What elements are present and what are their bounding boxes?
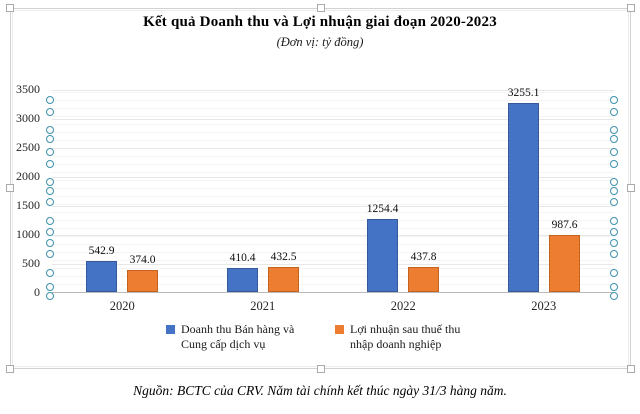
legend-swatch-revenue-icon (166, 325, 175, 334)
bar-revenue-2022[interactable] (367, 219, 398, 292)
bar-revenue-2021[interactable] (227, 268, 258, 292)
bar-value-label: 1254.4 (366, 203, 399, 215)
legend-label-profit: Lợi nhuận sau thuế thu nhập doanh nghiệp (350, 322, 461, 351)
circle-icon (46, 292, 54, 300)
bar-value-label: 987.6 (551, 219, 578, 231)
selection-handle[interactable] (317, 4, 325, 12)
legend-label-revenue: Doanh thu Bán hàng và Cung cấp dịch vụ (181, 322, 295, 351)
bar-profit-2023[interactable] (549, 235, 580, 292)
chart-subtitle: (Đơn vị: tỷ đồng) (276, 35, 364, 49)
bar-profit-2020[interactable] (127, 270, 158, 292)
plot-area: 542.9 374.0 2020 410.4 432.5 2021 1254.4 437.8 2… (52, 87, 614, 313)
circle-icon (610, 198, 618, 206)
circle-icon (46, 160, 54, 168)
y-tick-label: 2000 (16, 169, 40, 183)
grid-line (52, 235, 614, 236)
y-tick-label: 3500 (16, 82, 40, 96)
circle-icon (46, 283, 54, 291)
selection-handle[interactable] (627, 365, 635, 373)
legend-item-profit[interactable]: Lợi nhuận sau thuế thu nhập doanh nghiệp (335, 322, 474, 351)
circle-icon (610, 217, 618, 225)
legend-item-revenue[interactable]: Doanh thu Bán hàng và Cung cấp dịch vụ (166, 322, 305, 351)
circle-icon (610, 283, 618, 291)
circle-icon (610, 148, 618, 156)
circle-icon (610, 239, 618, 247)
x-tick-label: 2023 (531, 299, 557, 313)
bar-value-label: 432.5 (270, 251, 297, 263)
circle-icon (46, 228, 54, 236)
grid-line (52, 264, 614, 265)
circle-icon (46, 198, 54, 206)
y-tick-label: 1000 (16, 227, 40, 241)
circle-icon (610, 228, 618, 236)
circle-icon (46, 126, 54, 134)
circle-icon (610, 187, 618, 195)
bar-revenue-2020[interactable] (86, 261, 117, 292)
bar-profit-2022[interactable] (408, 267, 439, 292)
selection-handle[interactable] (6, 184, 14, 192)
circle-icon (46, 217, 54, 225)
selection-handle[interactable] (317, 365, 325, 373)
grid-line (52, 177, 614, 178)
circle-icon (610, 250, 618, 258)
circle-icon (46, 187, 54, 195)
bar-profit-2021[interactable] (268, 267, 299, 292)
circle-icon (46, 269, 54, 277)
bar-value-label: 410.4 (229, 252, 256, 264)
bar-value-label: 3255.1 (507, 87, 540, 99)
circle-icon (46, 108, 54, 116)
grid-line (52, 119, 614, 120)
bar-revenue-2023[interactable] (508, 103, 539, 292)
circle-icon (46, 148, 54, 156)
circle-icon (610, 126, 618, 134)
circle-icon (610, 292, 618, 300)
selection-handle[interactable] (6, 4, 14, 12)
x-tick-label: 2021 (250, 299, 276, 313)
bar-value-label: 542.9 (88, 245, 115, 257)
circle-icon (610, 160, 618, 168)
y-tick-label: 1500 (16, 198, 40, 212)
y-tick-label: 500 (22, 256, 40, 270)
selection-handle[interactable] (627, 184, 635, 192)
selection-handle[interactable] (627, 4, 635, 12)
bar-value-label: 374.0 (129, 254, 156, 266)
bar-value-label: 437.8 (410, 251, 437, 263)
circle-icon (46, 239, 54, 247)
y-tick-label: 3000 (16, 111, 40, 125)
x-tick-label: 2020 (109, 299, 135, 313)
circle-icon (610, 108, 618, 116)
legend: Doanh thu Bán hàng và Cung cấp dịch vụ L… (0, 322, 640, 351)
grid-line (52, 148, 614, 149)
legend-swatch-profit-icon (335, 325, 344, 334)
chart-title: Kết quả Doanh thu và Lợi nhuận giai đoạn… (143, 14, 497, 30)
y-tick-label: 0 (34, 285, 40, 299)
x-axis-line (52, 292, 614, 293)
circle-icon (46, 250, 54, 258)
grid-line (52, 206, 614, 207)
y-tick-label: 2500 (16, 140, 40, 154)
circle-icon (610, 96, 618, 104)
circle-icon (610, 178, 618, 186)
circle-icon (46, 96, 54, 104)
x-tick-label: 2022 (390, 299, 416, 313)
selection-handle[interactable] (6, 365, 14, 373)
source-note: Nguồn: BCTC của CRV. Năm tài chính kết t… (133, 383, 507, 398)
circle-icon (610, 269, 618, 277)
circle-icon (46, 135, 54, 143)
grid-line (52, 90, 614, 91)
circle-icon (610, 135, 618, 143)
circle-icon (46, 178, 54, 186)
